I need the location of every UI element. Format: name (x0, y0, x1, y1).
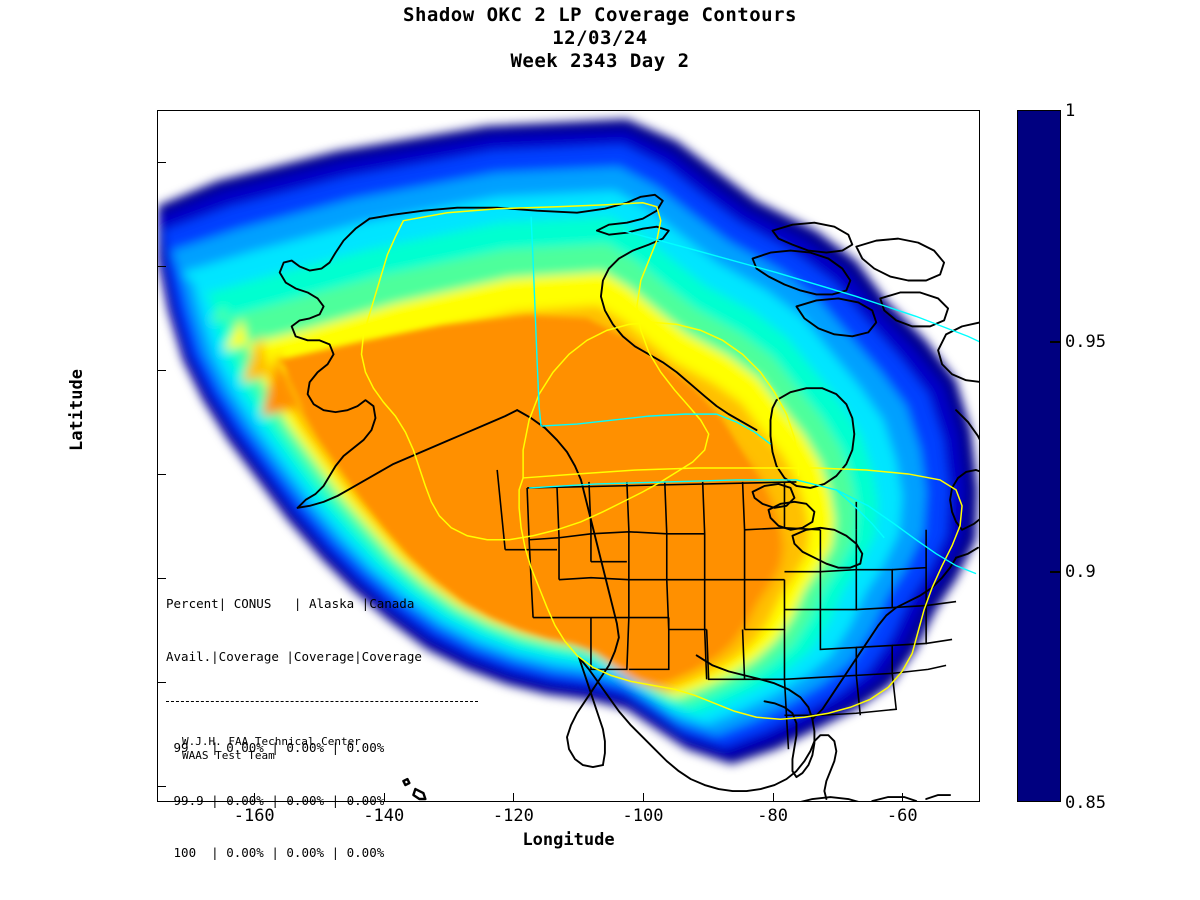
colorbar-tick-label: 1 (1065, 101, 1076, 121)
x-tick-label: -80 (757, 806, 788, 826)
colorbar (1017, 110, 1061, 802)
x-axis-label: Longitude (522, 830, 615, 850)
credit-block: W.J.H. FAA Technical Center WAAS Test Te… (182, 735, 361, 763)
x-tick-label: -120 (492, 806, 534, 826)
coverage-contour-map (158, 111, 979, 801)
x-tick-mark (513, 793, 515, 802)
y-tick-mark (157, 266, 166, 268)
colorbar-tick-label: 0.85 (1065, 793, 1106, 813)
fir-boundary (529, 216, 979, 575)
colorbar-tick-mark (1050, 571, 1061, 574)
y-tick-mark (157, 162, 166, 164)
stats-row-100: 100 | 0.00% | 0.00% | 0.00% (166, 845, 385, 860)
x-tick-mark (254, 793, 256, 802)
y-tick-mark (157, 682, 166, 684)
coastlines (278, 193, 979, 801)
y-axis-label: Latitude (67, 369, 87, 451)
x-tick-mark (643, 793, 645, 802)
y-tick-mark (157, 786, 166, 788)
credit-line-2: WAAS Test Team (182, 749, 275, 762)
x-tick-label: -140 (363, 806, 405, 826)
x-tick-mark (902, 793, 904, 802)
core-coverage-plateau (277, 315, 775, 678)
stats-row-99-9: 99.9 | 0.00% | 0.00% | 0.00% (166, 792, 385, 808)
credit-line-1: W.J.H. FAA Technical Center (182, 735, 361, 748)
colorbar-tick-label: 0.9 (1065, 562, 1096, 583)
x-tick-mark (772, 793, 774, 802)
title-line-3: Week 2343 Day 2 (510, 50, 690, 72)
stats-table-rule (166, 701, 478, 702)
map-plot-area (157, 110, 980, 802)
coverage-stats-table: Percent| CONUS | Alaska |Canada Avail.|C… (166, 560, 478, 879)
stats-header-row-1: Percent| CONUS | Alaska |Canada (166, 596, 415, 611)
y-tick-mark (157, 578, 166, 580)
y-tick-mark (157, 370, 166, 372)
x-tick-mark (383, 793, 385, 802)
colorbar-tick-mark (1050, 340, 1061, 343)
x-tick-label: -160 (233, 806, 275, 826)
service-volume-boundary (360, 201, 963, 720)
stats-row-99: 99 | 0.00% | 0.00% | 0.00% (166, 740, 385, 755)
y-tick-mark (157, 474, 166, 476)
chart-title-block: Shadow OKC 2 LP Coverage Contours 12/03/… (0, 4, 1200, 73)
title-line-2: 12/03/24 (552, 27, 648, 49)
stats-header-row-2: Avail.|Coverage |Coverage|Coverage (166, 648, 422, 664)
x-tick-label: -60 (886, 806, 918, 826)
state-borders (496, 469, 957, 750)
x-tick-label: -100 (622, 806, 664, 826)
colorbar-tick-label: 0.95 (1065, 331, 1106, 352)
title-line-1: Shadow OKC 2 LP Coverage Contours (403, 4, 797, 26)
